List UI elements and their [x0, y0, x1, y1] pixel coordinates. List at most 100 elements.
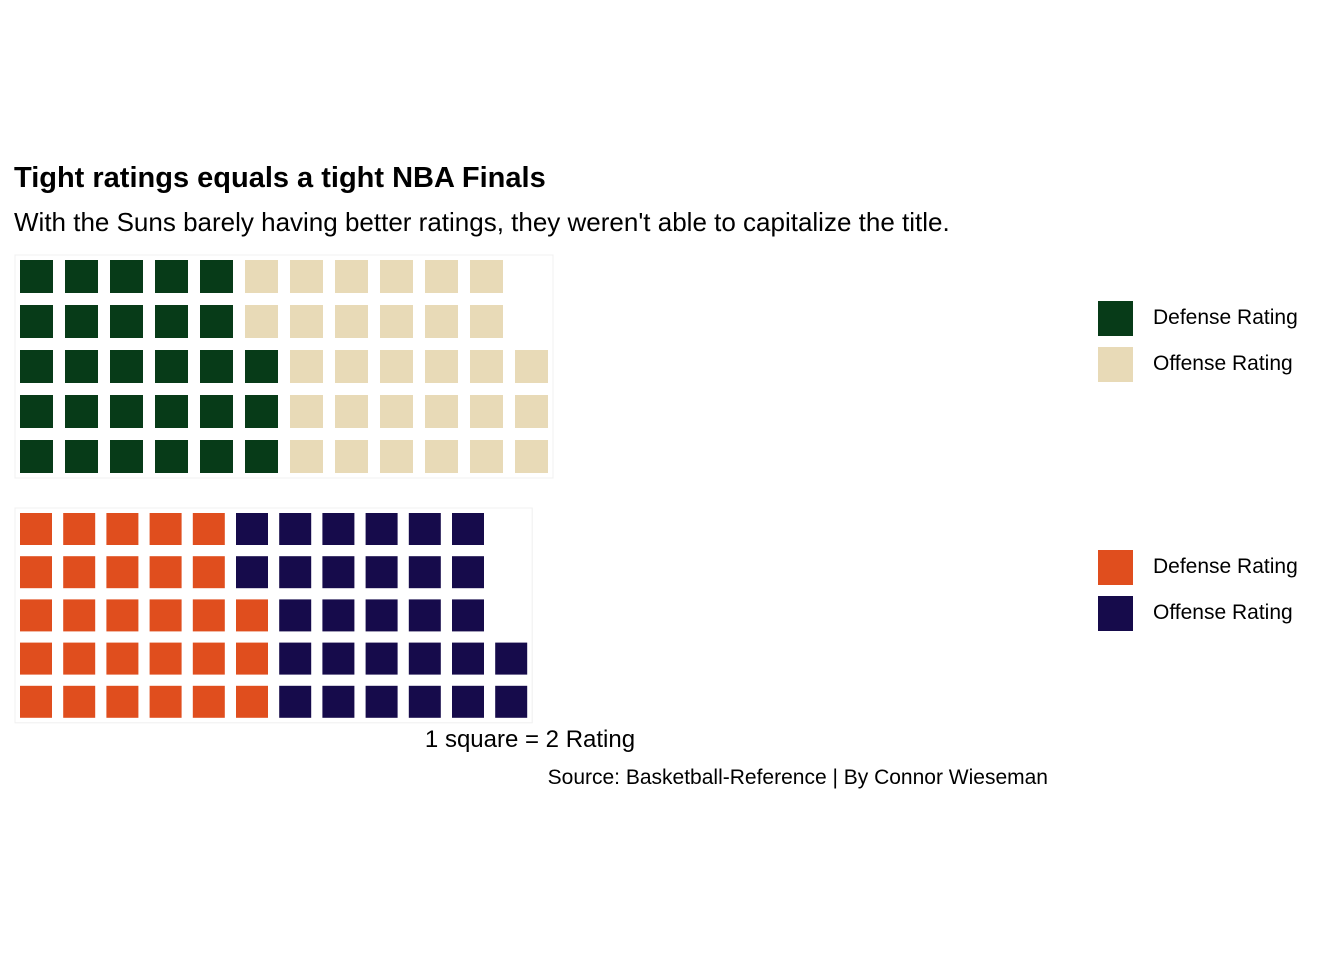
waffle-square-offense — [425, 305, 458, 338]
waffle-square-offense — [452, 599, 484, 632]
waffle-square-offense — [245, 260, 278, 293]
waffle-square-offense — [380, 440, 413, 473]
waffle-square-defense — [65, 395, 98, 428]
waffle-square-offense — [290, 440, 323, 473]
waffle-square-defense — [65, 305, 98, 338]
waffle-square-defense — [245, 350, 278, 383]
waffle-square-defense — [63, 642, 96, 675]
chart-subtitle: With the Suns barely having better ratin… — [14, 207, 950, 237]
waffle-square-offense — [515, 395, 548, 428]
waffle-square-defense — [149, 599, 182, 632]
waffle-square-defense — [245, 395, 278, 428]
waffle-square-offense — [236, 513, 268, 545]
waffle-square-offense — [335, 260, 368, 293]
waffle-square-defense — [149, 685, 182, 718]
waffle-square-defense — [20, 395, 53, 428]
waffle-square-offense — [279, 642, 312, 675]
waffle-square-defense — [65, 260, 98, 293]
waffle-square-offense — [279, 685, 312, 718]
waffle-square-offense — [452, 556, 484, 589]
waffle-square-offense — [335, 395, 368, 428]
waffle-square-offense — [279, 513, 312, 545]
waffle-square-defense — [200, 305, 233, 338]
waffle-square-defense — [106, 556, 139, 589]
waffle-square-offense — [365, 513, 398, 545]
waffle-square-defense — [63, 599, 96, 632]
waffle-square-offense — [408, 599, 441, 632]
waffle-panel-frame — [14, 507, 533, 724]
waffle-square-offense — [335, 350, 368, 383]
waffle-square-offense — [322, 642, 355, 675]
waffle-square-defense — [110, 440, 143, 473]
waffle-square-offense — [408, 685, 441, 718]
legend-key-offense — [1098, 347, 1133, 382]
waffle-square-offense — [470, 440, 503, 473]
waffle-square-offense — [408, 556, 441, 589]
chart-title: Tight ratings equals a tight NBA Finals — [14, 162, 546, 194]
waffle-square-defense — [63, 513, 96, 545]
waffle-square-offense — [380, 395, 413, 428]
waffle-square-defense — [65, 350, 98, 383]
waffle-square-offense — [470, 350, 503, 383]
waffle-square-defense — [65, 440, 98, 473]
waffle-square-offense — [380, 260, 413, 293]
waffle-square-offense — [335, 440, 368, 473]
legend-key-offense — [1098, 596, 1133, 631]
waffle-square-defense — [106, 642, 139, 675]
waffle-square-defense — [192, 685, 225, 718]
waffle-square-offense — [380, 350, 413, 383]
waffle-square-defense — [106, 599, 139, 632]
waffle-square-offense — [365, 642, 398, 675]
waffle-square-offense — [245, 305, 278, 338]
waffle-square-defense — [236, 599, 268, 632]
waffle-square-offense — [425, 350, 458, 383]
legend-label-offense: Offense Rating — [1153, 352, 1293, 375]
waffle-square-offense — [365, 599, 398, 632]
waffle-panel-frame — [14, 254, 554, 479]
waffle-square-offense — [470, 260, 503, 293]
waffle-square-offense — [495, 685, 528, 718]
waffle-square-offense — [470, 395, 503, 428]
waffle-square-defense — [20, 513, 52, 545]
legend-key-defense — [1098, 301, 1133, 336]
waffle-square-offense — [290, 260, 323, 293]
waffle-square-offense — [290, 395, 323, 428]
waffle-square-defense — [20, 440, 53, 473]
waffle-square-defense — [200, 350, 233, 383]
legend-label-defense: Defense Rating — [1153, 306, 1298, 329]
waffle-square-offense — [408, 513, 441, 545]
waffle-square-defense — [110, 260, 143, 293]
waffle-square-defense — [63, 556, 96, 589]
waffle-square-defense — [155, 260, 188, 293]
waffle-square-defense — [20, 260, 53, 293]
waffle-square-defense — [192, 599, 225, 632]
waffle-square-defense — [155, 395, 188, 428]
waffle-square-defense — [20, 305, 53, 338]
waffle-square-defense — [63, 685, 96, 718]
waffle-square-defense — [149, 556, 182, 589]
caption: Source: Basketball-Reference | By Connor… — [547, 766, 1048, 789]
waffle-square-defense — [200, 260, 233, 293]
waffle-square-offense — [495, 642, 528, 675]
waffle-square-defense — [149, 513, 182, 545]
waffle-square-defense — [155, 350, 188, 383]
waffle-square-offense — [425, 395, 458, 428]
waffle-square-defense — [245, 440, 278, 473]
waffle-square-defense — [106, 513, 139, 545]
waffle-square-defense — [20, 685, 52, 718]
waffle-square-offense — [236, 556, 268, 589]
waffle-square-offense — [365, 556, 398, 589]
waffle-square-offense — [452, 685, 484, 718]
waffle-square-offense — [335, 305, 368, 338]
waffle-square-offense — [279, 599, 312, 632]
waffle-square-offense — [365, 685, 398, 718]
waffle-square-offense — [290, 350, 323, 383]
waffle-square-defense — [110, 395, 143, 428]
waffle-square-offense — [322, 556, 355, 589]
waffle-square-offense — [290, 305, 323, 338]
waffle-square-offense — [470, 305, 503, 338]
waffle-square-offense — [322, 513, 355, 545]
waffle-square-defense — [149, 642, 182, 675]
waffle-square-offense — [322, 685, 355, 718]
